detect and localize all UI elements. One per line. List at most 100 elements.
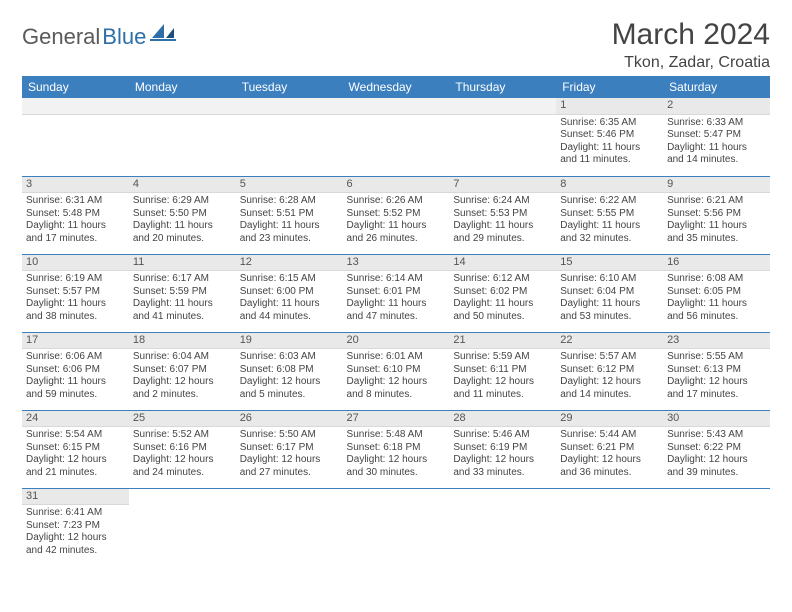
calendar-day-cell [236, 488, 343, 566]
daylight-text: Daylight: 12 hours and 39 minutes. [667, 454, 766, 479]
day-body: Sunrise: 6:06 AMSunset: 6:06 PMDaylight:… [22, 349, 129, 405]
day-body: Sunrise: 5:57 AMSunset: 6:12 PMDaylight:… [556, 349, 663, 405]
day-number: 6 [343, 177, 450, 194]
day-body: Sunrise: 5:43 AMSunset: 6:22 PMDaylight:… [663, 427, 770, 483]
sunrise-text: Sunrise: 5:50 AM [240, 429, 339, 442]
sunset-text: Sunset: 6:11 PM [453, 364, 552, 377]
day-number: 5 [236, 177, 343, 194]
calendar-day-cell: 10Sunrise: 6:19 AMSunset: 5:57 PMDayligh… [22, 254, 129, 332]
sunrise-text: Sunrise: 6:33 AM [667, 117, 766, 130]
daylight-text: Daylight: 11 hours and 17 minutes. [26, 220, 125, 245]
calendar-day-cell [236, 98, 343, 176]
calendar-day-cell: 22Sunrise: 5:57 AMSunset: 6:12 PMDayligh… [556, 332, 663, 410]
calendar-day-cell: 8Sunrise: 6:22 AMSunset: 5:55 PMDaylight… [556, 176, 663, 254]
sunrise-text: Sunrise: 6:06 AM [26, 351, 125, 364]
calendar-day-cell [449, 488, 556, 566]
daylight-text: Daylight: 11 hours and 53 minutes. [560, 298, 659, 323]
calendar-day-cell: 3Sunrise: 6:31 AMSunset: 5:48 PMDaylight… [22, 176, 129, 254]
weekday-header: Sunday [22, 76, 129, 98]
day-body: Sunrise: 5:54 AMSunset: 6:15 PMDaylight:… [22, 427, 129, 483]
calendar-day-cell: 12Sunrise: 6:15 AMSunset: 6:00 PMDayligh… [236, 254, 343, 332]
calendar-day-cell: 11Sunrise: 6:17 AMSunset: 5:59 PMDayligh… [129, 254, 236, 332]
daylight-text: Daylight: 11 hours and 14 minutes. [667, 142, 766, 167]
daylight-text: Daylight: 11 hours and 20 minutes. [133, 220, 232, 245]
day-body: Sunrise: 6:08 AMSunset: 6:05 PMDaylight:… [663, 271, 770, 327]
weekday-header: Monday [129, 76, 236, 98]
day-number-bar-empty [22, 98, 129, 115]
sunrise-text: Sunrise: 5:48 AM [347, 429, 446, 442]
day-body: Sunrise: 6:15 AMSunset: 6:00 PMDaylight:… [236, 271, 343, 327]
day-body: Sunrise: 5:52 AMSunset: 6:16 PMDaylight:… [129, 427, 236, 483]
calendar-day-cell: 28Sunrise: 5:46 AMSunset: 6:19 PMDayligh… [449, 410, 556, 488]
daylight-text: Daylight: 11 hours and 29 minutes. [453, 220, 552, 245]
daylight-text: Daylight: 12 hours and 14 minutes. [560, 376, 659, 401]
calendar-day-cell: 30Sunrise: 5:43 AMSunset: 6:22 PMDayligh… [663, 410, 770, 488]
calendar-day-cell: 6Sunrise: 6:26 AMSunset: 5:52 PMDaylight… [343, 176, 450, 254]
logo-text-general: General [22, 24, 100, 50]
daylight-text: Daylight: 11 hours and 47 minutes. [347, 298, 446, 323]
day-body: Sunrise: 6:41 AMSunset: 7:23 PMDaylight:… [22, 505, 129, 561]
sunset-text: Sunset: 5:48 PM [26, 208, 125, 221]
logo: General Blue [22, 24, 176, 50]
weekday-header: Thursday [449, 76, 556, 98]
calendar-day-cell: 26Sunrise: 5:50 AMSunset: 6:17 PMDayligh… [236, 410, 343, 488]
calendar-day-cell: 14Sunrise: 6:12 AMSunset: 6:02 PMDayligh… [449, 254, 556, 332]
calendar-day-cell: 31Sunrise: 6:41 AMSunset: 7:23 PMDayligh… [22, 488, 129, 566]
calendar-day-cell: 13Sunrise: 6:14 AMSunset: 6:01 PMDayligh… [343, 254, 450, 332]
day-number: 16 [663, 255, 770, 272]
calendar-day-cell: 19Sunrise: 6:03 AMSunset: 6:08 PMDayligh… [236, 332, 343, 410]
sunrise-text: Sunrise: 6:24 AM [453, 195, 552, 208]
sunset-text: Sunset: 6:01 PM [347, 286, 446, 299]
day-body: Sunrise: 6:22 AMSunset: 5:55 PMDaylight:… [556, 193, 663, 249]
sunrise-text: Sunrise: 6:19 AM [26, 273, 125, 286]
sunrise-text: Sunrise: 5:43 AM [667, 429, 766, 442]
calendar-day-cell: 21Sunrise: 5:59 AMSunset: 6:11 PMDayligh… [449, 332, 556, 410]
daylight-text: Daylight: 11 hours and 59 minutes. [26, 376, 125, 401]
daylight-text: Daylight: 11 hours and 50 minutes. [453, 298, 552, 323]
day-body: Sunrise: 6:01 AMSunset: 6:10 PMDaylight:… [343, 349, 450, 405]
sunset-text: Sunset: 6:18 PM [347, 442, 446, 455]
calendar-day-cell: 27Sunrise: 5:48 AMSunset: 6:18 PMDayligh… [343, 410, 450, 488]
day-body: Sunrise: 6:12 AMSunset: 6:02 PMDaylight:… [449, 271, 556, 327]
day-number: 19 [236, 333, 343, 350]
sunset-text: Sunset: 5:59 PM [133, 286, 232, 299]
day-body: Sunrise: 6:24 AMSunset: 5:53 PMDaylight:… [449, 193, 556, 249]
calendar-week-row: 31Sunrise: 6:41 AMSunset: 7:23 PMDayligh… [22, 488, 770, 566]
day-number: 21 [449, 333, 556, 350]
day-number: 8 [556, 177, 663, 194]
day-number: 1 [556, 98, 663, 115]
sunrise-text: Sunrise: 5:59 AM [453, 351, 552, 364]
day-number: 26 [236, 411, 343, 428]
weekday-header-row: SundayMondayTuesdayWednesdayThursdayFrid… [22, 76, 770, 98]
day-number: 2 [663, 98, 770, 115]
calendar-table: SundayMondayTuesdayWednesdayThursdayFrid… [22, 76, 770, 566]
sunrise-text: Sunrise: 6:21 AM [667, 195, 766, 208]
day-number: 23 [663, 333, 770, 350]
calendar-day-cell: 1Sunrise: 6:35 AMSunset: 5:46 PMDaylight… [556, 98, 663, 176]
day-number-bar-empty [449, 98, 556, 115]
sunset-text: Sunset: 6:08 PM [240, 364, 339, 377]
day-body: Sunrise: 6:19 AMSunset: 5:57 PMDaylight:… [22, 271, 129, 327]
sunset-text: Sunset: 6:07 PM [133, 364, 232, 377]
calendar-day-cell: 9Sunrise: 6:21 AMSunset: 5:56 PMDaylight… [663, 176, 770, 254]
day-number: 14 [449, 255, 556, 272]
sunrise-text: Sunrise: 6:03 AM [240, 351, 339, 364]
day-number: 30 [663, 411, 770, 428]
day-number: 11 [129, 255, 236, 272]
logo-sail-icon [150, 22, 176, 47]
sunset-text: Sunset: 5:46 PM [560, 129, 659, 142]
daylight-text: Daylight: 12 hours and 5 minutes. [240, 376, 339, 401]
day-number: 24 [22, 411, 129, 428]
day-number: 28 [449, 411, 556, 428]
calendar-day-cell: 23Sunrise: 5:55 AMSunset: 6:13 PMDayligh… [663, 332, 770, 410]
day-body: Sunrise: 5:48 AMSunset: 6:18 PMDaylight:… [343, 427, 450, 483]
weekday-header: Wednesday [343, 76, 450, 98]
daylight-text: Daylight: 12 hours and 30 minutes. [347, 454, 446, 479]
calendar-week-row: 10Sunrise: 6:19 AMSunset: 5:57 PMDayligh… [22, 254, 770, 332]
day-number: 13 [343, 255, 450, 272]
day-number: 27 [343, 411, 450, 428]
location: Tkon, Zadar, Croatia [612, 54, 770, 72]
day-body: Sunrise: 6:10 AMSunset: 6:04 PMDaylight:… [556, 271, 663, 327]
calendar-day-cell: 15Sunrise: 6:10 AMSunset: 6:04 PMDayligh… [556, 254, 663, 332]
day-number: 9 [663, 177, 770, 194]
